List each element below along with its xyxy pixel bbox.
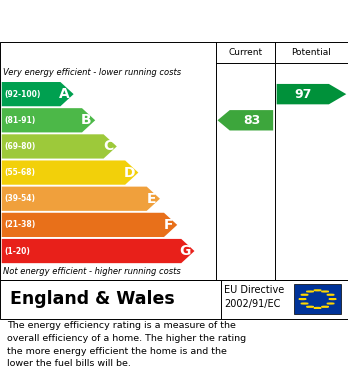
Polygon shape	[2, 239, 195, 263]
Text: 97: 97	[294, 88, 311, 100]
Text: D: D	[124, 165, 135, 179]
Text: The energy efficiency rating is a measure of the
overall efficiency of a home. T: The energy efficiency rating is a measur…	[7, 321, 246, 368]
Text: A: A	[60, 87, 70, 101]
Circle shape	[329, 299, 336, 300]
Text: F: F	[164, 218, 174, 232]
Text: EU Directive
2002/91/EC: EU Directive 2002/91/EC	[224, 285, 285, 309]
Circle shape	[307, 291, 314, 292]
Bar	[294, 285, 341, 314]
Polygon shape	[2, 82, 74, 106]
Text: (81-91): (81-91)	[4, 116, 35, 125]
Circle shape	[327, 303, 334, 304]
Text: (55-68): (55-68)	[4, 168, 35, 177]
Text: (69-80): (69-80)	[4, 142, 35, 151]
Circle shape	[322, 291, 329, 292]
Text: Energy Efficiency Rating: Energy Efficiency Rating	[10, 14, 232, 29]
Circle shape	[301, 303, 308, 304]
Circle shape	[299, 299, 306, 300]
Polygon shape	[218, 110, 273, 131]
Circle shape	[314, 307, 321, 308]
Text: (92-100): (92-100)	[4, 90, 41, 99]
Text: B: B	[81, 113, 92, 127]
Circle shape	[314, 290, 321, 291]
Text: England & Wales: England & Wales	[10, 290, 175, 308]
Text: Current: Current	[228, 48, 262, 57]
Circle shape	[307, 306, 314, 307]
Circle shape	[301, 294, 308, 295]
Polygon shape	[2, 160, 139, 185]
Circle shape	[322, 306, 329, 307]
Circle shape	[327, 294, 334, 295]
Text: E: E	[147, 192, 157, 206]
Text: (39-54): (39-54)	[4, 194, 35, 203]
Polygon shape	[2, 213, 177, 237]
Text: (21-38): (21-38)	[4, 221, 35, 230]
Polygon shape	[277, 84, 346, 104]
Text: Potential: Potential	[292, 48, 331, 57]
Polygon shape	[2, 135, 117, 159]
Text: Not energy efficient - higher running costs: Not energy efficient - higher running co…	[3, 267, 181, 276]
Text: C: C	[103, 140, 113, 153]
Text: 83: 83	[243, 114, 260, 127]
Polygon shape	[2, 187, 160, 211]
Text: (1-20): (1-20)	[4, 247, 30, 256]
Text: Very energy efficient - lower running costs: Very energy efficient - lower running co…	[3, 68, 182, 77]
Text: G: G	[180, 244, 191, 258]
Polygon shape	[2, 108, 95, 133]
